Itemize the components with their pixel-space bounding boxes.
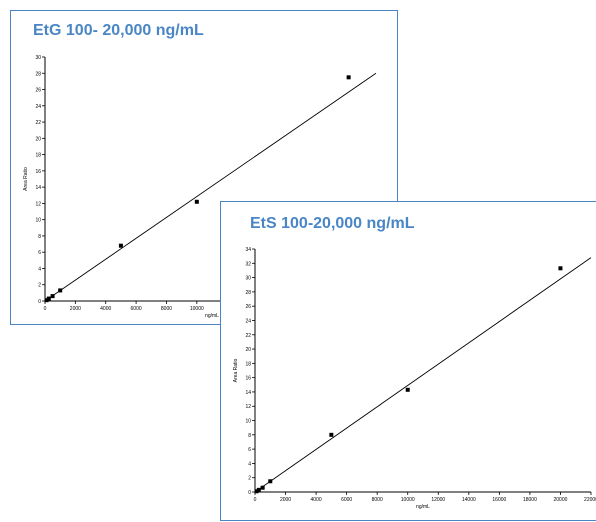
y-tick-label: 18 xyxy=(245,361,251,367)
x-tick-label: 4000 xyxy=(311,497,322,503)
y-tick-label: 10 xyxy=(245,419,251,425)
x-axis-label: ng/mL xyxy=(416,504,430,510)
data-point xyxy=(268,479,273,484)
y-tick-label: 0 xyxy=(38,299,41,305)
data-point xyxy=(260,485,265,490)
y-tick-label: 22 xyxy=(35,120,41,126)
y-tick-label: 24 xyxy=(245,318,251,324)
y-tick-label: 2 xyxy=(38,283,41,289)
data-point xyxy=(254,489,259,494)
y-tick-label: 6 xyxy=(248,447,251,453)
data-point xyxy=(194,199,199,204)
y-tick-label: 14 xyxy=(245,390,251,396)
x-tick-label: 22000 xyxy=(584,497,596,503)
regression-line xyxy=(254,257,592,493)
y-tick-label: 16 xyxy=(245,376,251,382)
regression-line xyxy=(44,72,377,302)
x-tick-label: 8000 xyxy=(372,497,383,503)
y-tick-label: 28 xyxy=(35,71,41,77)
data-point xyxy=(346,75,351,80)
data-point xyxy=(118,243,123,248)
y-tick-label: 12 xyxy=(35,201,41,207)
x-tick-label: 0 xyxy=(254,497,257,503)
y-tick-label: 30 xyxy=(35,55,41,61)
y-tick-label: 18 xyxy=(35,153,41,159)
y-tick-label: 2 xyxy=(248,476,251,482)
y-tick-label: 16 xyxy=(35,169,41,175)
y-tick-label: 28 xyxy=(245,290,251,296)
data-point xyxy=(256,487,261,492)
y-tick-label: 12 xyxy=(245,404,251,410)
x-tick-label: 0 xyxy=(44,306,47,312)
y-tick-label: 8 xyxy=(248,433,251,439)
y-tick-label: 4 xyxy=(38,266,41,272)
data-point xyxy=(50,294,55,299)
y-tick-label: 10 xyxy=(35,218,41,224)
etg-calibration-panel: EtG 100- 20,000 ng/mL 0 2 4 6 8 10 12 14 16 18 20 2… xyxy=(10,10,398,325)
y-axis-label: Area Ratio xyxy=(23,167,29,191)
data-point xyxy=(46,296,51,301)
y-tick-label: 4 xyxy=(248,461,251,467)
x-tick-label: 6000 xyxy=(131,306,142,312)
y-tick-label: 8 xyxy=(38,234,41,240)
y-tick-label: 30 xyxy=(245,276,251,282)
x-tick-label: 4000 xyxy=(100,306,111,312)
x-tick-label: 20000 xyxy=(554,497,568,503)
x-tick-label: 10000 xyxy=(190,306,204,312)
y-tick-label: 0 xyxy=(248,490,251,496)
x-tick-label: 18000 xyxy=(523,497,537,503)
y-tick-label: 26 xyxy=(35,88,41,94)
y-tick-label: 6 xyxy=(38,250,41,256)
y-tick-label: 22 xyxy=(245,333,251,339)
data-point xyxy=(58,288,63,293)
x-tick-label: 2000 xyxy=(280,497,291,503)
y-tick-label: 26 xyxy=(245,304,251,310)
y-axis-label: Area Ratio xyxy=(233,358,239,382)
x-tick-label: 12000 xyxy=(431,497,445,503)
x-tick-label: 16000 xyxy=(492,497,506,503)
y-tick-label: 32 xyxy=(245,261,251,267)
y-tick-label: 24 xyxy=(35,104,41,110)
data-point xyxy=(405,387,410,392)
y-tick-label: 14 xyxy=(35,185,41,191)
x-tick-label: 2000 xyxy=(70,306,81,312)
y-tick-label: 20 xyxy=(245,347,251,353)
data-point xyxy=(329,432,334,437)
x-tick-label: 8000 xyxy=(161,306,172,312)
y-tick-label: 34 xyxy=(245,247,251,253)
x-tick-label: 10000 xyxy=(401,497,415,503)
x-axis-label: ng/mL xyxy=(205,313,219,319)
ets-calibration-panel: EtS 100-20,000 ng/mL 0 2 4 6 8 10 12 14 16 18 20 22… xyxy=(220,201,596,521)
data-point xyxy=(558,266,563,271)
y-tick-label: 20 xyxy=(35,136,41,142)
x-tick-label: 6000 xyxy=(341,497,352,503)
chart-title: EtG 100- 20,000 ng/mL xyxy=(33,22,204,39)
data-point xyxy=(44,298,49,303)
chart-title: EtS 100-20,000 ng/mL xyxy=(250,215,415,232)
x-tick-label: 14000 xyxy=(462,497,476,503)
